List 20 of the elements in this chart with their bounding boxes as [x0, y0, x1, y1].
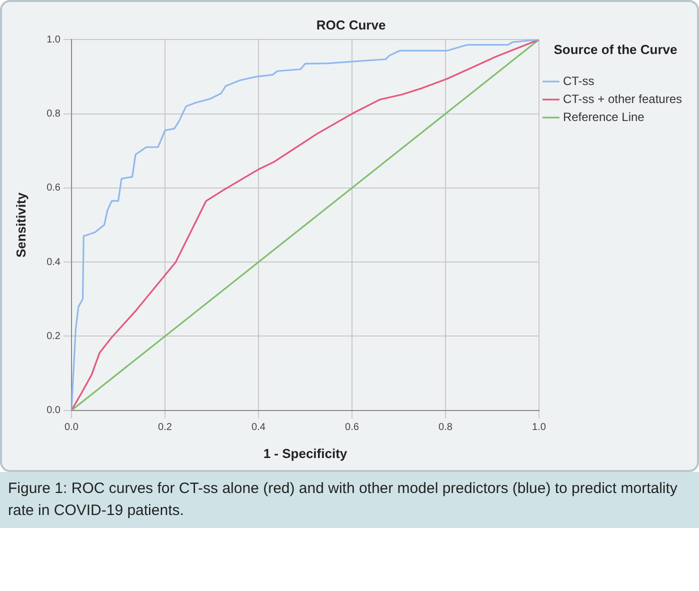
legend-label: CT-ss + other features: [562, 92, 682, 106]
x-tick-label: 0.0: [64, 422, 79, 434]
x-tick-label: 0.8: [438, 422, 453, 434]
x-tick-label: 0.2: [158, 422, 172, 434]
y-tick-label: 0.8: [46, 108, 61, 120]
x-axis-title: 1 - Specificity: [263, 446, 348, 461]
caption: Figure 1: ROC curves for CT-ss alone (red) and with other model predictors (blue) to predict mortality rate in COVID-19 patients.: [8, 479, 678, 521]
x-tick-label: 0.4: [252, 422, 266, 434]
legend-title: Source of the Curve: [554, 42, 678, 58]
legend-label: CT-ss: [562, 74, 594, 88]
x-tick-label: 1.0: [532, 422, 546, 434]
y-tick-label: 0.2: [46, 330, 61, 342]
x-tick-label: 0.6: [345, 422, 360, 434]
y-tick-label: 1.0: [46, 34, 61, 46]
y-tick-label: 0.0: [46, 405, 61, 416]
y-tick-label: 0.4: [46, 256, 61, 268]
y-tick-label: 0.6: [46, 182, 61, 194]
legend-label: Reference Line: [562, 110, 645, 124]
y-axis-title: Sensitivity: [13, 192, 28, 258]
chart-title: ROC Curve: [316, 17, 386, 32]
